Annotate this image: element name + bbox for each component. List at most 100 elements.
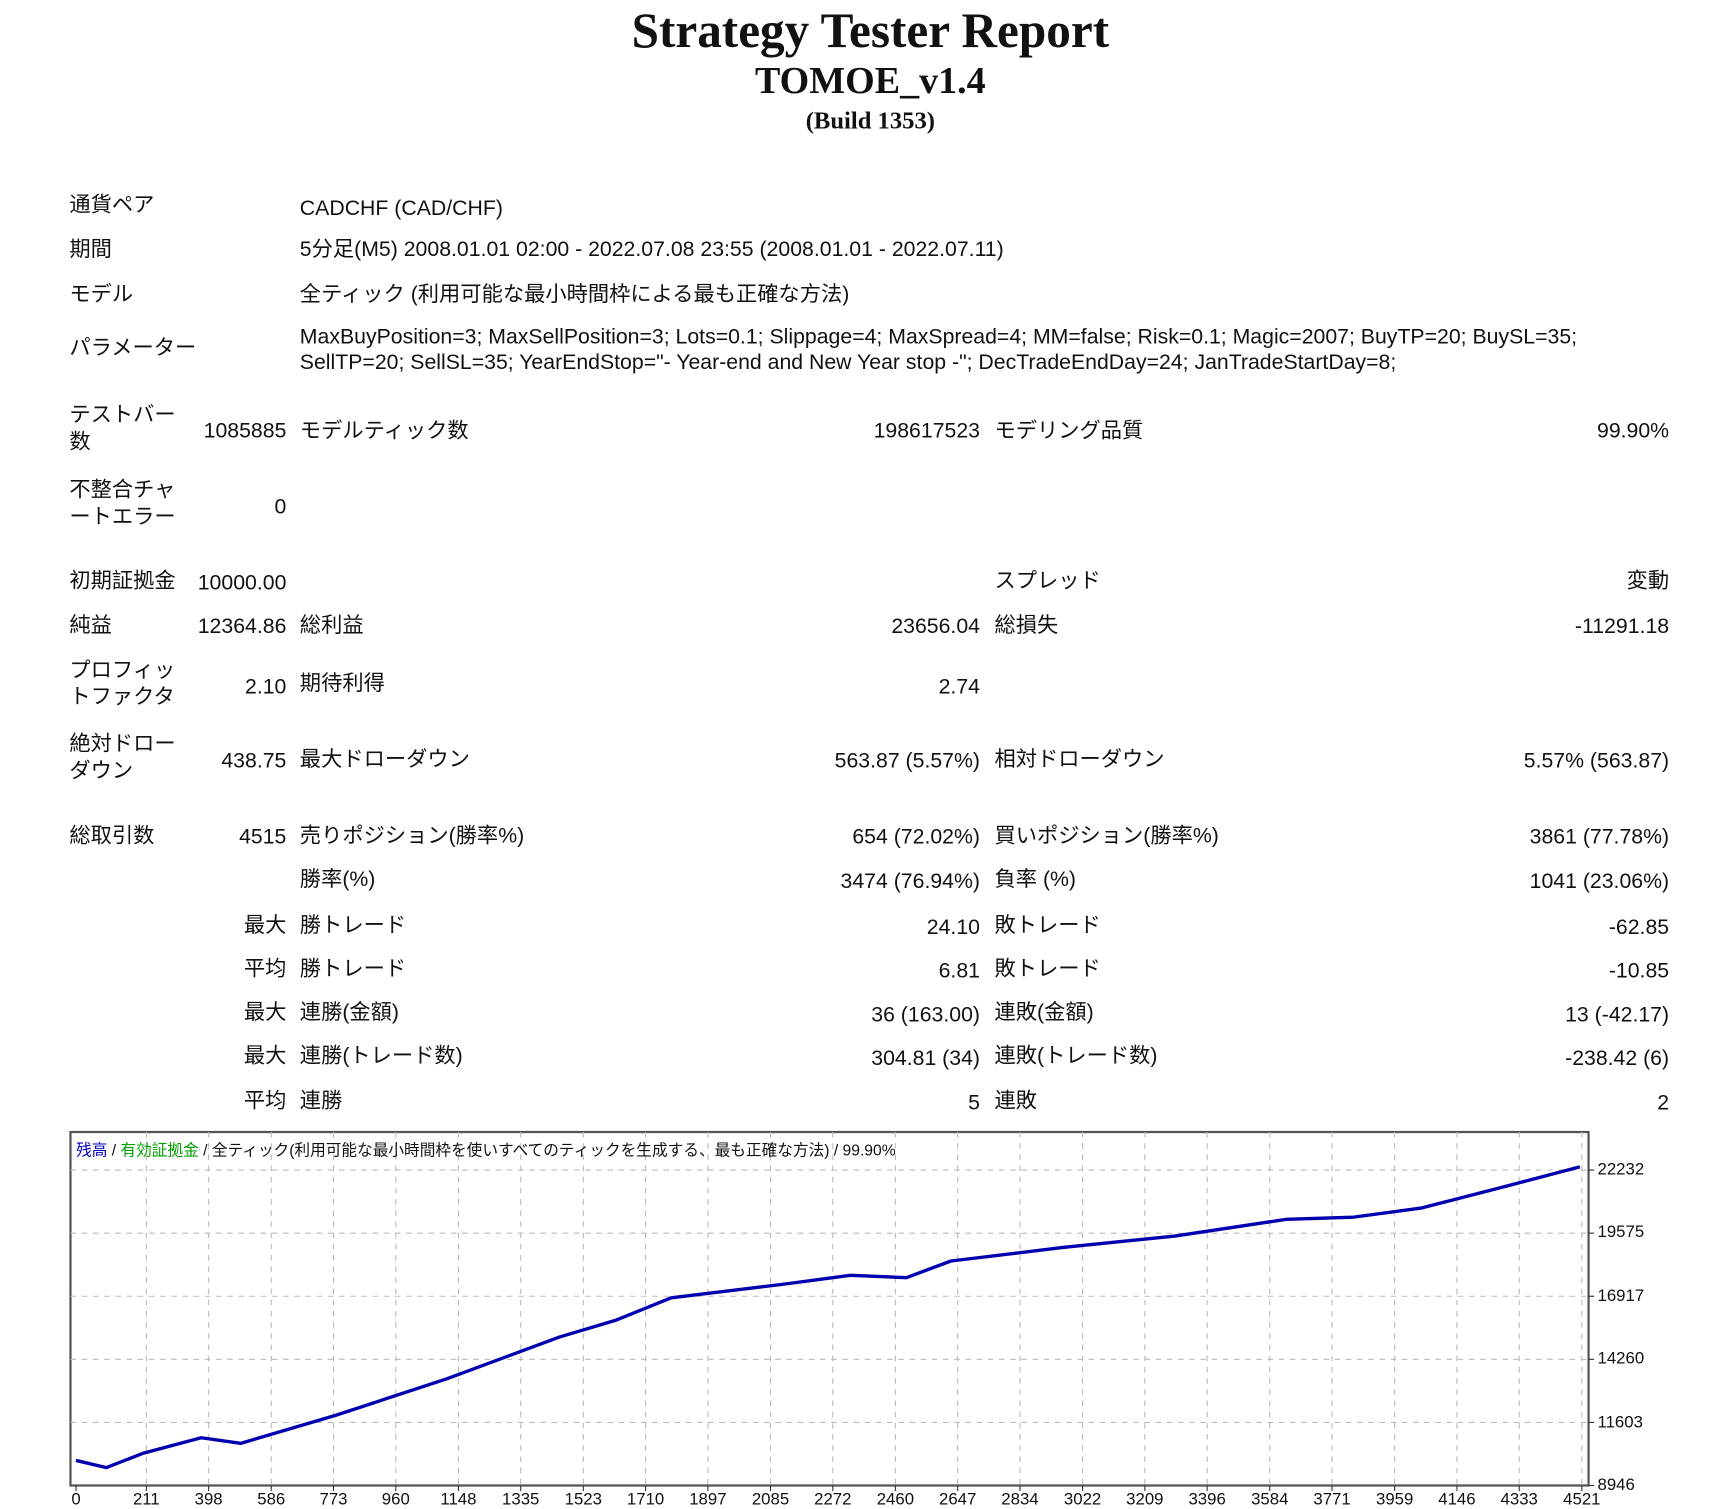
- row-prefix: 最大: [243, 1001, 287, 1025]
- profit-factor-value: 2.10: [245, 675, 287, 700]
- gross-profit-value: 23656.04: [891, 615, 980, 639]
- loss-rate-value: 1041 (23.06%): [1529, 870, 1670, 894]
- row-prefix: 最大: [243, 913, 287, 938]
- legend-sep: /: [107, 1140, 121, 1159]
- legend-balance: 残高: [76, 1140, 108, 1159]
- row-label-1: 連勝(金額): [299, 1001, 399, 1025]
- chart-legend: 残高 / 有効証拠金 / 全ティック(利用可能な最小時間枠を使いすべてのティック…: [76, 1139, 896, 1161]
- gross-loss-value: -11291.18: [1574, 615, 1670, 639]
- model-label: モデル: [69, 283, 134, 307]
- symbol-value: CADCHF (CAD/CHF): [299, 196, 503, 221]
- row-prefix: 最大: [243, 1044, 287, 1069]
- ea-name: TOMOE_v1.4: [754, 60, 986, 102]
- max-drawdown-value: 563.87 (5.57%): [834, 749, 980, 773]
- spread-label: スプレッド: [994, 569, 1101, 593]
- x-tick-label: 4521: [1563, 1489, 1601, 1509]
- y-tick-label: 14260: [1597, 1349, 1645, 1369]
- x-tick-label: 2647: [939, 1489, 977, 1509]
- x-tick-label: 2834: [1001, 1489, 1039, 1509]
- absolute-drawdown-label: 絶対ドローダウン: [69, 732, 176, 784]
- y-tick-label: 8946: [1597, 1475, 1635, 1495]
- long-positions-label: 買いポジション(勝率%): [994, 824, 1219, 848]
- x-tick-label: 1710: [626, 1489, 665, 1509]
- row-label-1: 勝トレード: [299, 957, 407, 982]
- spread-value: 変動: [1626, 569, 1670, 593]
- x-tick-label: 2272: [814, 1489, 852, 1509]
- net-profit-label: 純益: [69, 614, 112, 638]
- x-tick-label: 1897: [689, 1489, 727, 1509]
- model-value: 全ティック (利用可能な最小時間枠による最も正確な方法): [299, 283, 850, 307]
- row-label-1: 連勝(トレード数): [299, 1044, 463, 1069]
- parameters-value-line2: SellTP=20; SellSL=35; YearEndStop="- Yea…: [299, 351, 1397, 375]
- symbol-label: 通貨ペア: [69, 193, 155, 218]
- row-value-2: -62.85: [1608, 916, 1670, 940]
- x-tick-label: 3584: [1251, 1489, 1289, 1509]
- x-tick-label: 1335: [502, 1489, 540, 1509]
- expected-payoff-label: 期待利得: [299, 672, 385, 696]
- short-positions-label: 売りポジション(勝率%): [299, 824, 525, 848]
- row-value-2: -10.85: [1608, 959, 1670, 984]
- balance-line: [75, 1165, 1581, 1470]
- x-tick-label: 586: [257, 1489, 286, 1509]
- row-value-1: 24.10: [926, 916, 980, 940]
- deposit-value: 10000.00: [197, 571, 287, 596]
- x-tick-label: 3959: [1375, 1489, 1414, 1509]
- total-trades-value: 4515: [239, 825, 287, 850]
- x-tick-label: 960: [381, 1489, 410, 1509]
- row-value-1: 36 (163.00): [871, 1003, 980, 1027]
- mismatch-value: 0: [274, 495, 287, 520]
- relative-drawdown-value: 5.57% (563.87): [1523, 749, 1670, 773]
- row-prefix: 平均: [243, 957, 287, 982]
- x-tick-label: 4333: [1500, 1489, 1538, 1509]
- row-label-2: 連敗(金額): [994, 1001, 1094, 1025]
- x-tick-label: 398: [194, 1489, 223, 1509]
- legend-quality: 99.90%: [842, 1140, 896, 1159]
- legend-sep: /: [829, 1140, 843, 1159]
- parameters-label: パラメーター: [69, 336, 197, 361]
- row-label-1: 勝トレード: [299, 913, 407, 938]
- relative-drawdown-label: 相対ドローダウン: [994, 748, 1165, 772]
- x-tick-label: 0: [71, 1489, 81, 1509]
- row-prefix: 平均: [243, 1089, 287, 1114]
- quality-value: 99.90%: [1596, 419, 1670, 443]
- x-tick-label: 2460: [876, 1489, 915, 1509]
- absolute-drawdown-value: 438.75: [221, 749, 287, 773]
- legend-sep: /: [198, 1140, 212, 1159]
- win-rate-value: 3474 (76.94%): [840, 870, 980, 894]
- bars-value: 1085885: [203, 419, 287, 443]
- x-tick-label: 1148: [440, 1489, 477, 1509]
- gross-profit-label: 総利益: [299, 614, 364, 638]
- x-tick-label: 2085: [751, 1489, 790, 1509]
- x-tick-label: 773: [319, 1489, 348, 1509]
- row-value-2: -238.42 (6): [1565, 1047, 1670, 1071]
- x-tick-label: 3396: [1188, 1489, 1226, 1509]
- report-title: Strategy Tester Report: [631, 3, 1110, 59]
- x-tick-label: 3209: [1126, 1489, 1164, 1509]
- expected-payoff-value: 2.74: [938, 675, 980, 700]
- row-value-2: 13 (-42.17): [1565, 1003, 1670, 1027]
- row-value-1: 6.81: [938, 959, 980, 984]
- y-tick-label: 16917: [1597, 1286, 1645, 1306]
- row-label-2: 敗トレード: [994, 913, 1101, 938]
- bars-label: テストバー数: [69, 403, 176, 455]
- long-positions-value: 3861 (77.78%): [1529, 825, 1670, 850]
- mismatch-label: 不整合チャートエラー: [69, 478, 176, 530]
- y-tick-label: 19575: [1597, 1223, 1645, 1243]
- y-tick-label: 22232: [1597, 1159, 1645, 1180]
- short-positions-value: 654 (72.02%): [852, 825, 980, 850]
- net-profit-value: 12364.86: [197, 615, 287, 639]
- row-value-2: 2: [1657, 1091, 1670, 1116]
- total-trades-label: 総取引数: [69, 824, 155, 848]
- legend-equity: 有効証拠金: [120, 1140, 199, 1159]
- x-tick-label: 1523: [564, 1489, 602, 1509]
- row-label-2: 敗トレード: [994, 957, 1101, 982]
- quality-label: モデリング品質: [994, 419, 1144, 443]
- row-label-2: 連敗: [994, 1089, 1038, 1114]
- row-value-1: 304.81 (34): [871, 1047, 980, 1071]
- x-tick-label: 4146: [1438, 1489, 1476, 1509]
- y-tick-label: 11603: [1597, 1412, 1643, 1432]
- row-label-2: 連敗(トレード数): [994, 1044, 1158, 1069]
- row-value-1: 5: [968, 1091, 980, 1116]
